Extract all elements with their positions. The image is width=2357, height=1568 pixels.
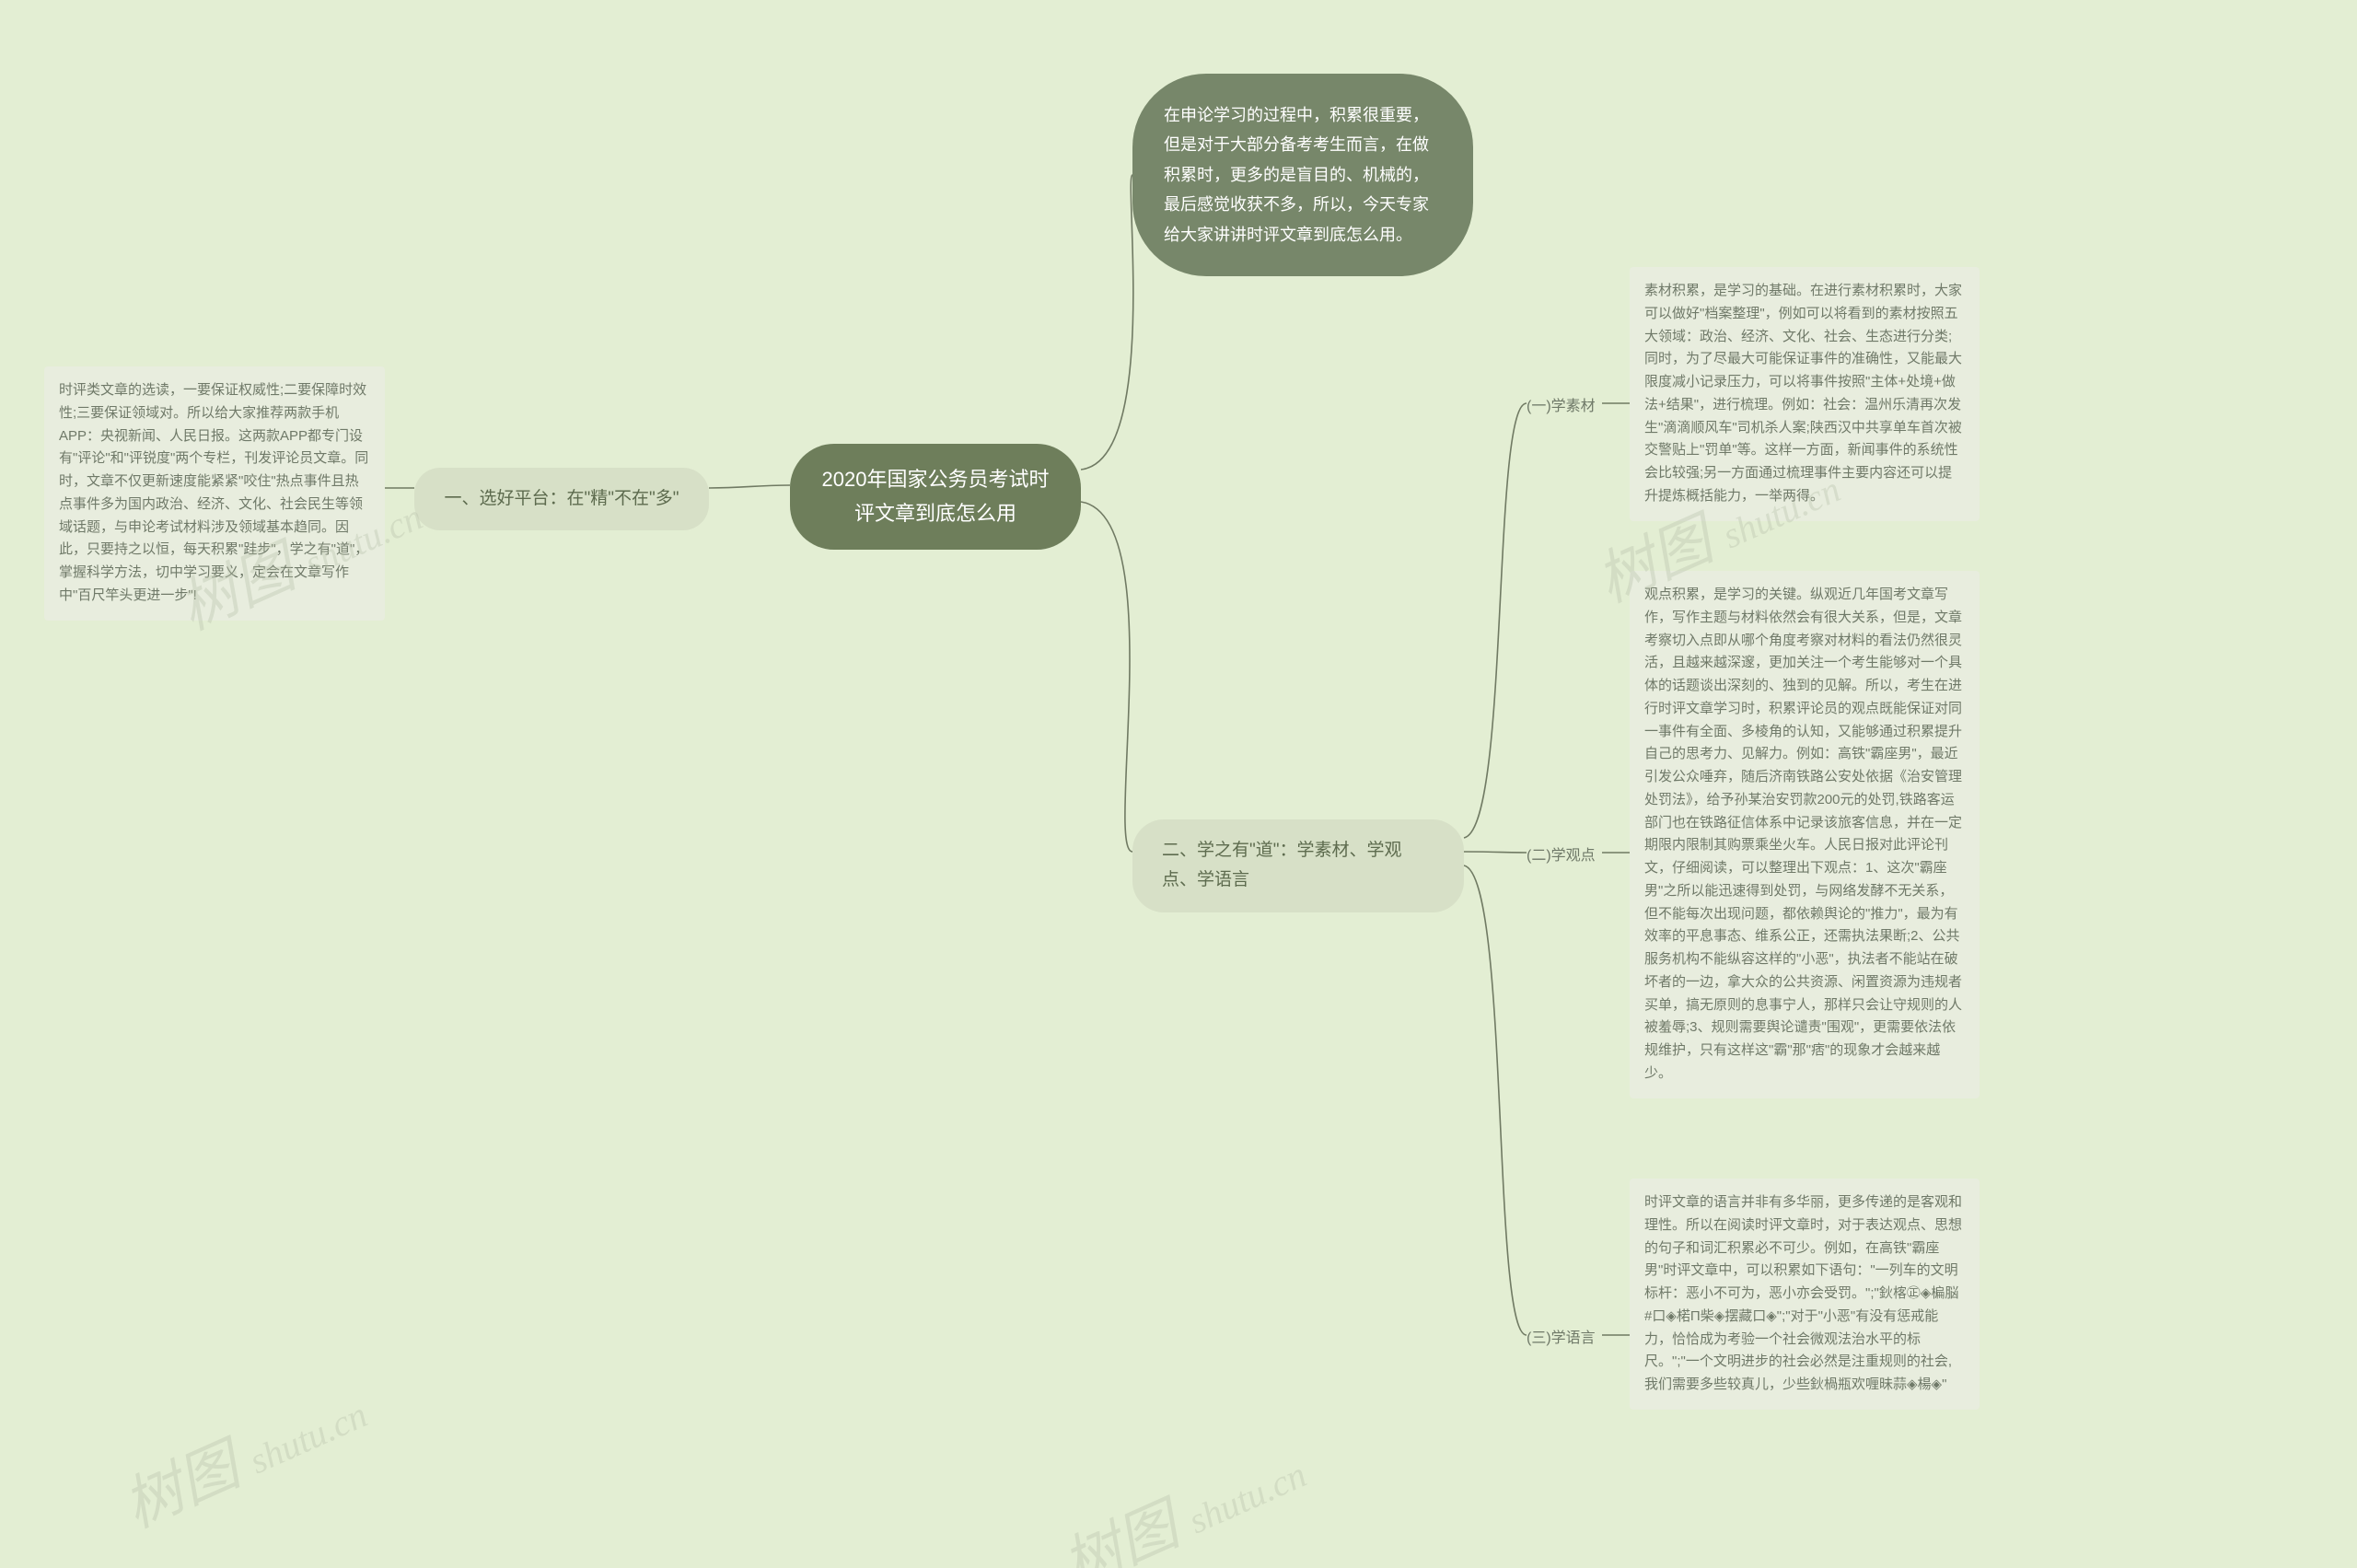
edge-root-right <box>1081 502 1132 852</box>
sub-text-1: 素材积累，是学习的基础。在进行素材积累时，大家可以做好"档案整理"，例如可以将看… <box>1630 267 1980 521</box>
left-branch-node[interactable]: 一、选好平台：在"精"不在"多" <box>414 468 709 530</box>
sub-label-1[interactable]: (一)学素材 <box>1527 396 1596 418</box>
sub-label-3[interactable]: (三)学语言 <box>1527 1328 1596 1350</box>
edge-right-c2 <box>1464 852 1527 853</box>
right-branch-node[interactable]: 二、学之有"道"：学素材、学观点、学语言 <box>1132 819 1464 912</box>
mindmap-canvas: 2020年国家公务员考试时评文章到底怎么用 在申论学习的过程中，积累很重要，但是… <box>0 0 2357 1568</box>
intro-node[interactable]: 在申论学习的过程中，积累很重要，但是对于大部分备考考生而言，在做积累时，更多的是… <box>1132 74 1473 276</box>
sub-label-2[interactable]: (二)学观点 <box>1527 845 1596 867</box>
left-branch-leaf: 时评类文章的选读，一要保证权威性;二要保障时效性;三要保证领域对。所以给大家推荐… <box>44 366 385 621</box>
edge-right-c1 <box>1464 403 1527 838</box>
watermark-3: 树图 shutu.cn <box>109 1363 377 1544</box>
root-node[interactable]: 2020年国家公务员考试时评文章到底怎么用 <box>790 444 1081 550</box>
edge-root-intro <box>1081 175 1133 470</box>
sub-text-3: 时评文章的语言并非有多华丽，更多传递的是客观和理性。所以在阅读时评文章时，对于表… <box>1630 1179 1980 1410</box>
edge-right-c3 <box>1464 865 1527 1335</box>
edge-root-left <box>709 485 790 488</box>
sub-text-2: 观点积累，是学习的关键。纵观近几年国考文章写作，写作主题与材料依然会有很大关系，… <box>1630 571 1980 1098</box>
watermark-4: 树图 shutu.cn <box>1048 1423 1317 1568</box>
